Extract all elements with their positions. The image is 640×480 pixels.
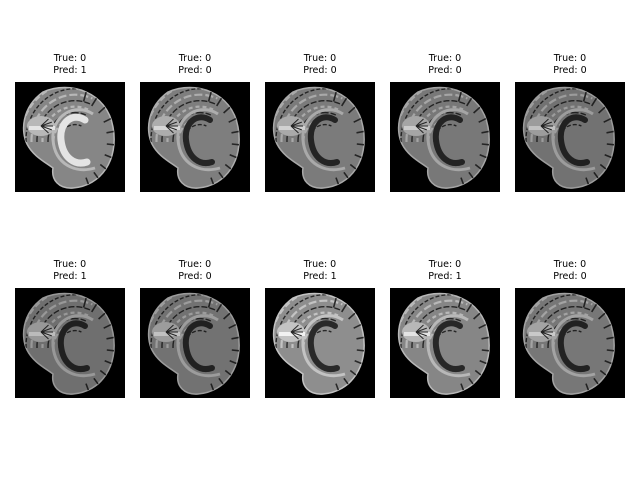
true-label: True: 0 bbox=[553, 53, 587, 64]
mri-slice-image bbox=[265, 288, 375, 398]
panel-caption: True: 0 Pred: 0 bbox=[265, 53, 375, 77]
panel-caption: True: 0 Pred: 0 bbox=[515, 259, 625, 283]
true-label: True: 0 bbox=[303, 259, 337, 270]
mri-slice-image bbox=[390, 82, 500, 192]
pred-label: Pred: 0 bbox=[553, 271, 587, 282]
true-label: True: 0 bbox=[178, 53, 212, 64]
true-label: True: 0 bbox=[553, 259, 587, 270]
true-label: True: 0 bbox=[303, 53, 337, 64]
mri-slice-image bbox=[515, 82, 625, 192]
mri-slice-image bbox=[15, 82, 125, 192]
true-label: True: 0 bbox=[53, 53, 87, 64]
mri-slice-image bbox=[390, 288, 500, 398]
panel-caption: True: 0 Pred: 1 bbox=[265, 259, 375, 283]
true-label: True: 0 bbox=[178, 259, 212, 270]
pred-label: Pred: 1 bbox=[428, 271, 462, 282]
mri-slice-image bbox=[15, 288, 125, 398]
pred-label: Pred: 1 bbox=[53, 65, 87, 76]
mri-slice-image bbox=[140, 82, 250, 192]
pred-label: Pred: 0 bbox=[303, 65, 337, 76]
true-label: True: 0 bbox=[428, 259, 462, 270]
mri-slice-image bbox=[265, 82, 375, 192]
panel-caption: True: 0 Pred: 0 bbox=[140, 53, 250, 77]
panel-caption: True: 0 Pred: 1 bbox=[15, 259, 125, 283]
panel-caption: True: 0 Pred: 1 bbox=[15, 53, 125, 77]
pred-label: Pred: 0 bbox=[428, 65, 462, 76]
true-label: True: 0 bbox=[428, 53, 462, 64]
pred-label: Pred: 1 bbox=[53, 271, 87, 282]
panel-caption: True: 0 Pred: 1 bbox=[390, 259, 500, 283]
panel-caption: True: 0 Pred: 0 bbox=[390, 53, 500, 77]
pred-label: Pred: 0 bbox=[178, 271, 212, 282]
true-label: True: 0 bbox=[53, 259, 87, 270]
panel-caption: True: 0 Pred: 0 bbox=[515, 53, 625, 77]
panel-caption: True: 0 Pred: 0 bbox=[140, 259, 250, 283]
mri-slice-image bbox=[140, 288, 250, 398]
mri-slice-image bbox=[515, 288, 625, 398]
pred-label: Pred: 0 bbox=[178, 65, 212, 76]
pred-label: Pred: 0 bbox=[553, 65, 587, 76]
pred-label: Pred: 1 bbox=[303, 271, 337, 282]
